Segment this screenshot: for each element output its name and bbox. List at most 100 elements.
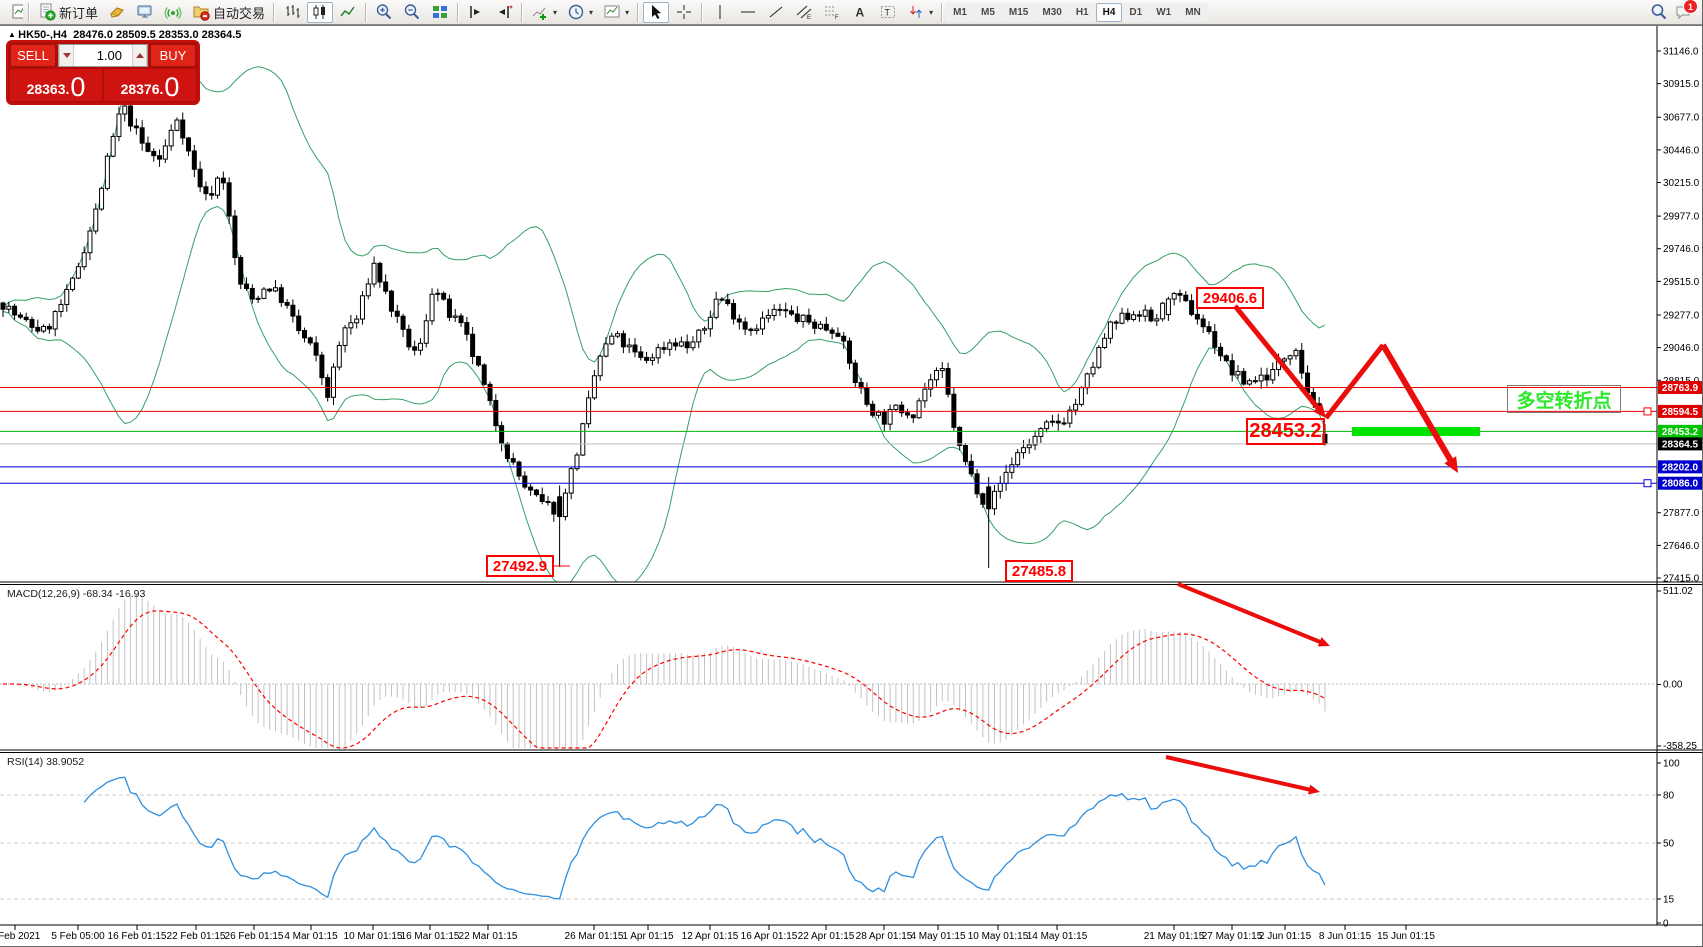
timeframe-h1[interactable]: H1	[1068, 2, 1096, 22]
x-axis-label: 26 Mar 01:15	[565, 931, 624, 942]
indicators-icon	[532, 7, 547, 20]
arrowhead	[1308, 784, 1320, 795]
timeframe-mn[interactable]: MN	[1178, 2, 1208, 22]
volume-increase-button[interactable]	[132, 45, 147, 66]
vertical-line-icon	[719, 5, 721, 19]
timeframe-m30[interactable]: M30	[1035, 2, 1069, 22]
volume-decrease-button[interactable]	[59, 45, 74, 66]
period-icon	[568, 4, 584, 20]
bar-chart-button[interactable]	[279, 2, 305, 23]
x-axis-label: 22 Mar 01:15	[459, 931, 518, 942]
buy-price-display[interactable]: 28376. 0	[104, 69, 196, 101]
high-price-label[interactable]: 29406.6	[1196, 287, 1264, 309]
x-axis-label: 15 Jun 01:15	[1377, 931, 1435, 942]
market-watch-icon	[110, 7, 124, 18]
x-axis-label: 4 May 01:15	[910, 931, 965, 942]
highlight-zone-bar[interactable]	[1352, 427, 1480, 436]
timeframe-m1[interactable]: M1	[946, 2, 974, 22]
arrowhead	[1444, 456, 1458, 473]
template-button[interactable]: ▾	[599, 2, 633, 23]
auto-trading-button[interactable]: 自动交易	[188, 2, 269, 23]
chart-frame	[0, 25, 1702, 926]
horizontal-line-tool[interactable]	[735, 2, 761, 23]
tile-windows-button[interactable]	[427, 2, 453, 23]
trendline-tool[interactable]	[763, 2, 789, 23]
low1-price-label[interactable]: 27492.9	[486, 555, 554, 577]
price-badge	[1658, 476, 1702, 490]
indicators-button[interactable]: ▾	[527, 2, 561, 23]
y-axis-tick: 29977.0	[1663, 212, 1700, 223]
turning-point-label[interactable]: 多空转折点	[1507, 385, 1621, 413]
timeframe-m15[interactable]: M15	[1001, 2, 1036, 22]
volume-stepper: 1.00	[58, 44, 148, 67]
macd-scale-top: 511.02	[1663, 586, 1693, 597]
tile-windows-icon	[433, 6, 448, 18]
signals-icon	[164, 7, 182, 19]
bollinger-lower-band	[2, 205, 1326, 582]
sell-price-display[interactable]: 28363. 0	[10, 69, 102, 101]
text-label-tool[interactable]: T	[875, 2, 901, 23]
collapse-triangle-icon[interactable]: ▲	[8, 30, 19, 39]
channel-tool[interactable]: E	[791, 2, 817, 23]
low2-price-label[interactable]: 27485.8	[1005, 560, 1073, 582]
text-tool[interactable]: A	[847, 2, 873, 23]
timeframe-m5[interactable]: M5	[974, 2, 1002, 22]
signals-button[interactable]	[160, 2, 186, 23]
timeframe-d1[interactable]: D1	[1122, 2, 1150, 22]
y-axis-tick: 31146.0	[1663, 47, 1699, 58]
level-price-label[interactable]: 28453.2	[1246, 418, 1325, 445]
timeframe-h4[interactable]: H4	[1095, 2, 1123, 22]
macd-panel	[0, 594, 1656, 749]
rsi-scale-tick: 50	[1663, 839, 1675, 850]
y-axis-tick: 30446.0	[1663, 145, 1700, 156]
level-lines[interactable]	[0, 386, 1657, 488]
zoom-out-icon	[404, 4, 420, 20]
separator	[701, 2, 704, 22]
vertical-line-tool[interactable]	[707, 2, 733, 23]
main-toolbar: 新订单 自动交易	[0, 0, 1702, 25]
crosshair-tool-button[interactable]	[671, 2, 697, 23]
notification-button[interactable]: 1	[1674, 0, 1698, 21]
fibonacci-tool[interactable]: F	[819, 2, 845, 23]
trend-arrows[interactable]	[554, 304, 1458, 795]
clipped-chart-icon[interactable]	[3, 1, 24, 24]
candles	[0, 100, 1328, 568]
horizontal-line-icon	[741, 11, 756, 13]
line-chart-button[interactable]	[335, 2, 361, 23]
x-axis-label: 27 May 01:15	[1202, 931, 1263, 942]
period-button[interactable]: ▾	[563, 2, 597, 23]
timeframe-w1[interactable]: W1	[1149, 2, 1179, 22]
zoom-in-button[interactable]	[371, 2, 397, 23]
price-badge	[1658, 424, 1702, 438]
notification-count-badge: 1	[1683, 0, 1698, 14]
y-axis-tick: 27415.0	[1663, 574, 1700, 585]
new-order-button[interactable]: 新订单	[34, 2, 102, 23]
chart-shift-button[interactable]	[491, 2, 517, 23]
symbol-period: HK50-,H4	[18, 29, 68, 41]
y-axis-tick: 29277.0	[1663, 310, 1700, 321]
y-axis-tick: 27877.0	[1663, 508, 1700, 519]
svg-text:28086.0: 28086.0	[1662, 479, 1699, 490]
bar-chart-icon	[286, 5, 300, 18]
volume-value[interactable]: 1.00	[96, 48, 122, 63]
zoom-out-button[interactable]	[399, 2, 425, 23]
ohlc-values: 28476.0 28509.5 28353.0 28364.5	[73, 29, 242, 41]
y-axis-tick: 29046.0	[1663, 343, 1700, 354]
arrows-tool[interactable]: ▾	[903, 2, 937, 23]
text-label-icon: T	[881, 6, 896, 18]
cursor-tool-button[interactable]	[643, 1, 670, 23]
text-icon: A	[856, 6, 865, 20]
cursor-icon	[652, 5, 662, 19]
sell-button[interactable]: SELL	[10, 44, 56, 67]
terminal-button[interactable]	[132, 2, 158, 23]
market-watch-button[interactable]	[104, 2, 130, 23]
arrows-icon	[910, 6, 922, 18]
svg-text:F: F	[835, 15, 839, 21]
auto-scroll-button[interactable]	[463, 2, 489, 23]
candlestick-chart-button[interactable]	[307, 1, 334, 23]
rsi-panel	[0, 776, 1656, 900]
search-icon[interactable]	[1650, 3, 1668, 21]
buy-button[interactable]: BUY	[150, 44, 196, 67]
